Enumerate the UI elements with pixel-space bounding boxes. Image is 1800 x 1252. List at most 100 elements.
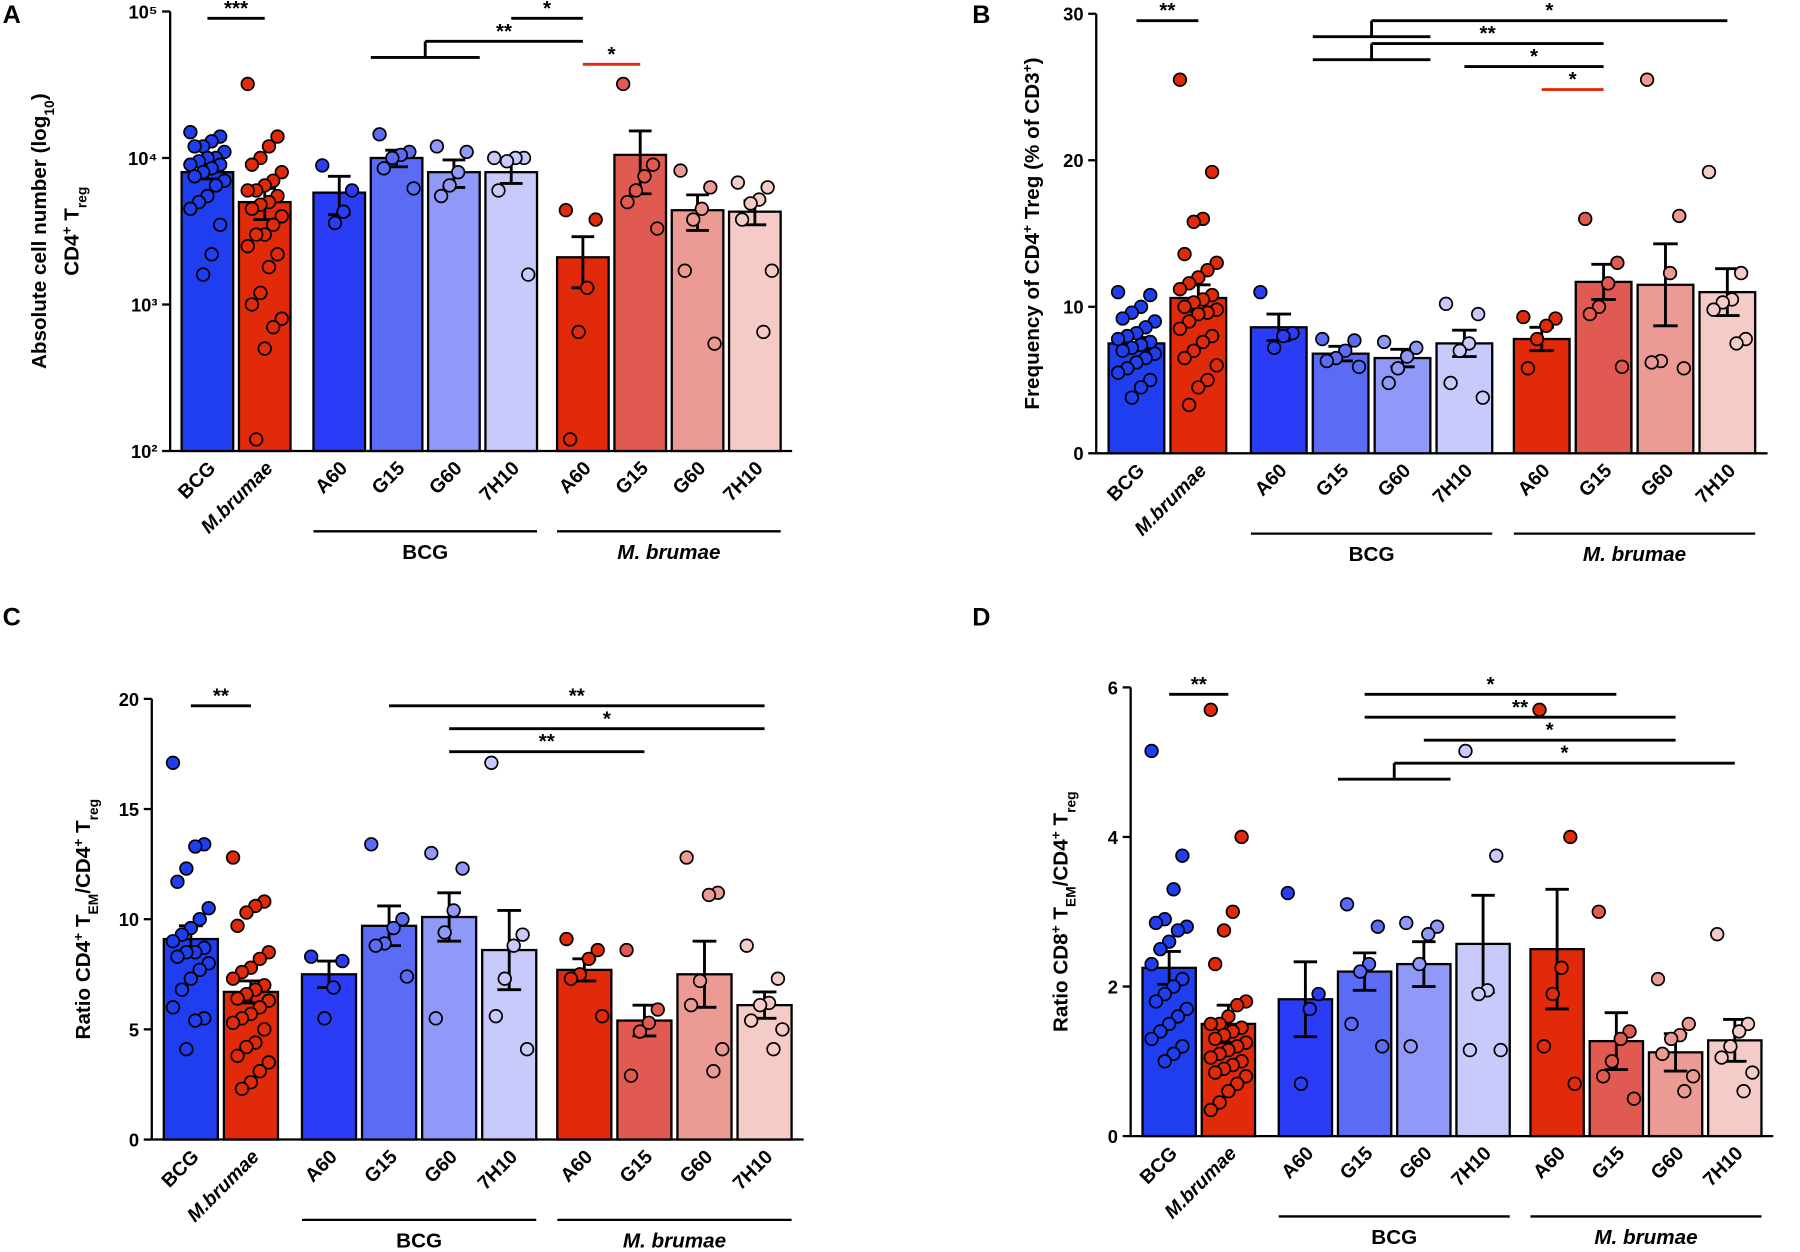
data-point bbox=[1315, 331, 1330, 347]
x-tick-label: A60 bbox=[1277, 1142, 1318, 1183]
data-point bbox=[183, 201, 198, 216]
bar bbox=[556, 968, 613, 1141]
data-point bbox=[1170, 923, 1186, 938]
data-point bbox=[1714, 1050, 1729, 1065]
y-axis-label-part: T bbox=[60, 208, 83, 227]
group-label: BCG bbox=[396, 1229, 442, 1252]
x-tick-label: 7H10 bbox=[473, 1146, 522, 1195]
panel-label: B bbox=[972, 1, 990, 29]
data-point bbox=[336, 204, 351, 219]
data-point bbox=[1144, 743, 1159, 759]
data-point bbox=[266, 217, 281, 232]
bar bbox=[1698, 290, 1757, 455]
data-point bbox=[519, 1042, 535, 1057]
data-point bbox=[230, 918, 245, 933]
data-point bbox=[376, 161, 391, 176]
data-point bbox=[1124, 390, 1140, 405]
data-point bbox=[1462, 1042, 1478, 1058]
data-point bbox=[244, 297, 260, 312]
data-point bbox=[386, 920, 401, 936]
data-point bbox=[650, 221, 665, 236]
data-point bbox=[692, 973, 708, 989]
data-point bbox=[1319, 353, 1335, 369]
data-point bbox=[521, 267, 536, 282]
significance-label: * bbox=[1569, 68, 1578, 91]
significance-label: * bbox=[1546, 719, 1555, 742]
x-tick-label: G60 bbox=[1637, 460, 1679, 502]
y-tick-label: 10⁵ bbox=[128, 1, 157, 22]
group-label: M. brumae bbox=[617, 541, 720, 564]
data-point bbox=[1266, 340, 1282, 355]
data-point bbox=[1276, 328, 1291, 344]
data-point bbox=[187, 139, 202, 154]
data-point bbox=[1186, 214, 1201, 229]
data-point bbox=[1221, 1084, 1236, 1099]
y-tick-label: 6 bbox=[1108, 677, 1118, 698]
x-tick-label: A60 bbox=[1514, 460, 1555, 501]
data-point bbox=[1115, 311, 1130, 326]
significance-label: ** bbox=[539, 730, 556, 753]
data-point bbox=[1582, 306, 1597, 322]
bar bbox=[300, 973, 358, 1141]
data-point bbox=[686, 212, 701, 227]
bar bbox=[1169, 296, 1228, 455]
data-point bbox=[1204, 164, 1220, 180]
significance-label: * bbox=[603, 707, 612, 730]
data-point bbox=[208, 178, 224, 193]
data-point bbox=[1172, 321, 1188, 336]
data-point bbox=[274, 209, 289, 224]
y-tick-label: 4 bbox=[1108, 827, 1119, 848]
data-point bbox=[188, 839, 203, 854]
bar bbox=[1336, 970, 1393, 1138]
data-point bbox=[1208, 956, 1223, 972]
data-point bbox=[368, 938, 383, 953]
data-point bbox=[201, 901, 216, 916]
significance-label: ** bbox=[1159, 0, 1176, 22]
data-point bbox=[442, 178, 457, 193]
y-axis-label-part: + bbox=[1048, 925, 1063, 933]
data-point bbox=[249, 432, 264, 447]
significance-label: ** bbox=[213, 684, 230, 707]
data-point bbox=[1208, 1065, 1223, 1080]
panel-label: D bbox=[972, 603, 990, 631]
data-point bbox=[253, 285, 268, 301]
y-axis-label-part: Treg (% of CD3 bbox=[1021, 72, 1044, 225]
x-tick-label: 7H10 bbox=[719, 457, 768, 506]
data-point bbox=[1399, 915, 1414, 931]
significance-label: * bbox=[1545, 0, 1554, 22]
data-point bbox=[1655, 1046, 1670, 1062]
data-point bbox=[450, 165, 466, 180]
x-tick-label: G15 bbox=[1336, 1142, 1378, 1184]
significance-label: *** bbox=[224, 0, 249, 20]
data-point bbox=[326, 980, 341, 995]
data-point bbox=[641, 1015, 657, 1030]
data-point bbox=[515, 927, 530, 942]
data-point bbox=[1554, 960, 1569, 976]
data-point bbox=[165, 1000, 181, 1015]
data-point bbox=[707, 336, 722, 351]
data-point bbox=[1539, 318, 1554, 334]
data-point bbox=[270, 247, 285, 262]
data-point bbox=[1745, 1065, 1760, 1080]
data-point bbox=[1181, 314, 1197, 329]
y-tick-label: 30 bbox=[1063, 4, 1083, 25]
panel-label: A bbox=[3, 1, 21, 29]
y-tick-label: 10 bbox=[1063, 297, 1083, 318]
data-point bbox=[195, 267, 211, 282]
x-tick-label: G15 bbox=[1587, 1142, 1629, 1184]
data-point bbox=[1177, 299, 1192, 314]
data-point bbox=[1216, 923, 1232, 938]
significance-label: * bbox=[1486, 673, 1495, 696]
group-label: M. brumae bbox=[1594, 1226, 1697, 1249]
bar bbox=[484, 171, 539, 453]
data-point bbox=[257, 341, 272, 356]
significance-label: * bbox=[543, 0, 552, 20]
data-point bbox=[234, 1081, 250, 1097]
data-point bbox=[1203, 1102, 1218, 1118]
data-point bbox=[1280, 885, 1295, 901]
data-point bbox=[1493, 1042, 1508, 1058]
data-point bbox=[1302, 1001, 1317, 1017]
data-point bbox=[179, 861, 194, 876]
y-axis-label-part: + bbox=[70, 933, 85, 941]
data-point bbox=[204, 247, 219, 262]
